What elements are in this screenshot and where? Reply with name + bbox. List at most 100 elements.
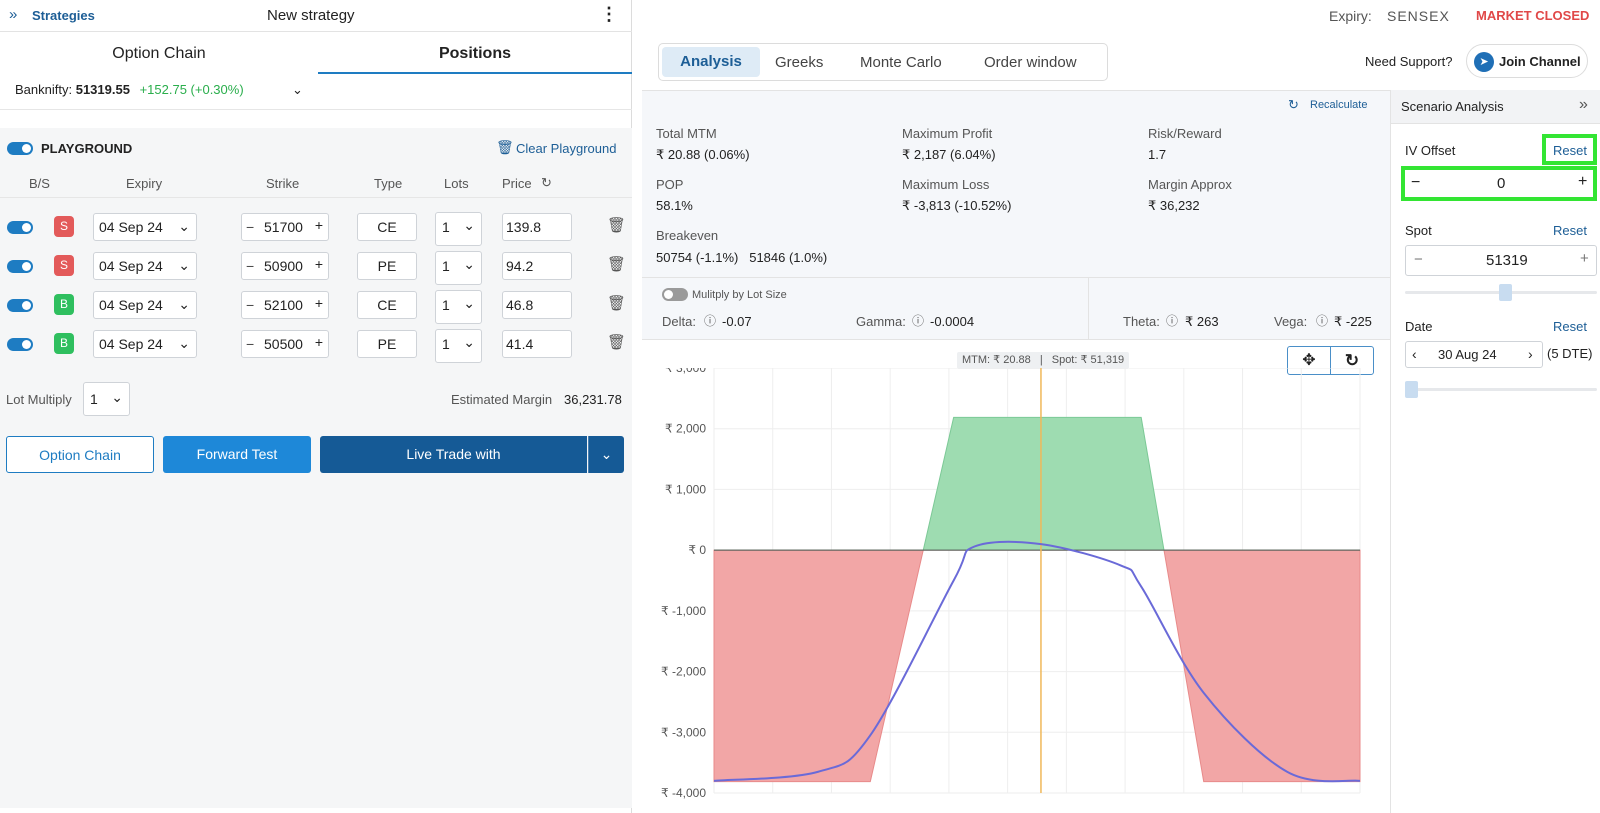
multiply-lot-size-toggle[interactable] xyxy=(662,288,688,301)
type-field[interactable]: CE xyxy=(357,213,417,241)
strategies-link[interactable]: Strategies xyxy=(32,8,95,23)
plus-icon[interactable]: + xyxy=(314,334,323,350)
side-badge[interactable]: S xyxy=(54,216,74,237)
lots-select[interactable]: 1 ⌄ xyxy=(435,329,482,363)
option-chain-button[interactable]: Option Chain xyxy=(6,436,154,473)
expiry-value[interactable]: SENSEX xyxy=(1387,8,1450,24)
iv-offset-stepper[interactable]: − 0 + xyxy=(1401,166,1597,201)
price-input[interactable]: 41.4 xyxy=(502,330,572,358)
expiry-select[interactable]: 04 Sep 24 ⌄ xyxy=(93,213,197,241)
leg-toggle[interactable] xyxy=(7,338,33,351)
side-badge[interactable]: B xyxy=(54,333,74,354)
info-icon[interactable]: ⓘ xyxy=(912,314,925,328)
chevron-down-icon: ⌄ xyxy=(463,295,475,311)
expiry-select[interactable]: 04 Sep 24 ⌄ xyxy=(93,291,197,319)
join-channel-button[interactable]: ➤ Join Channel xyxy=(1466,44,1588,78)
info-icon[interactable]: ⓘ xyxy=(1166,314,1179,328)
tab-positions[interactable]: Positions xyxy=(318,36,632,74)
iv-offset-reset-button[interactable]: Reset xyxy=(1553,143,1587,158)
tab-option-chain[interactable]: Option Chain xyxy=(112,45,206,62)
leg-toggle[interactable] xyxy=(7,299,33,312)
live-trade-button[interactable]: Live Trade with xyxy=(320,436,587,473)
info-icon[interactable]: ⓘ xyxy=(704,314,717,328)
trash-icon[interactable]: 🗑 xyxy=(607,217,627,234)
plus-icon[interactable]: + xyxy=(1578,173,1588,190)
price-input[interactable]: 46.8 xyxy=(502,291,572,319)
scenario-header xyxy=(1391,90,1600,124)
spot-reset-button[interactable]: Reset xyxy=(1553,223,1587,238)
trash-icon[interactable]: 🗑 xyxy=(607,295,627,312)
delta-value: -0.07 xyxy=(722,314,752,329)
minus-icon[interactable]: − xyxy=(246,219,255,235)
strike-stepper[interactable]: − 51700 + xyxy=(241,213,329,241)
type-field[interactable]: PE xyxy=(357,252,417,280)
price-input[interactable]: 139.8 xyxy=(502,213,572,241)
leg-toggle[interactable] xyxy=(7,260,33,273)
expiry-value: 04 Sep 24 xyxy=(99,336,163,352)
refresh-icon[interactable]: ↻ xyxy=(1288,97,1299,112)
index-change: +152.75 (+0.30%) xyxy=(139,82,244,97)
pan-icon[interactable]: ✥ xyxy=(1287,346,1331,375)
trash-icon[interactable]: 🗑 xyxy=(607,334,627,351)
forward-test-button[interactable]: Forward Test xyxy=(163,436,311,473)
more-menu-icon[interactable]: ⋮ xyxy=(600,4,618,24)
playground-label: PLAYGROUND xyxy=(41,141,133,156)
lots-select[interactable]: 1 ⌄ xyxy=(435,290,482,324)
minus-icon[interactable]: − xyxy=(1414,251,1423,268)
side-badge[interactable]: B xyxy=(54,294,74,315)
trash-icon[interactable]: 🗑 xyxy=(607,256,627,273)
playground-toggle[interactable] xyxy=(7,142,33,155)
spot-value: 51319 xyxy=(1486,252,1528,269)
lot-multiply-select[interactable]: 1 ⌄ xyxy=(83,382,130,416)
refresh-icon[interactable]: ↻ xyxy=(541,175,552,190)
chevron-down-icon[interactable]: ⌄ xyxy=(292,82,303,97)
type-field[interactable]: PE xyxy=(357,330,417,358)
plus-icon[interactable]: + xyxy=(314,295,323,311)
lots-select[interactable]: 1 ⌄ xyxy=(435,212,482,246)
info-icon[interactable]: ⓘ xyxy=(1316,314,1329,328)
tab-monte-carlo[interactable]: Monte Carlo xyxy=(860,54,942,71)
strike-stepper[interactable]: − 50500 + xyxy=(241,330,329,358)
strike-value: 50500 xyxy=(264,336,303,352)
minus-icon[interactable]: − xyxy=(246,258,255,274)
total-mtm-value: ₹ 20.88 (0.06%) xyxy=(656,147,750,162)
date-stepper[interactable]: ‹ 30 Aug 24 › xyxy=(1405,341,1543,368)
tab-analysis[interactable]: Analysis xyxy=(662,47,760,77)
type-field[interactable]: CE xyxy=(357,291,417,319)
expiry-select[interactable]: 04 Sep 24 ⌄ xyxy=(93,330,197,358)
plus-icon[interactable]: + xyxy=(314,256,323,272)
expiry-select[interactable]: 04 Sep 24 ⌄ xyxy=(93,252,197,280)
tab-greeks[interactable]: Greeks xyxy=(775,54,824,71)
minus-icon[interactable]: − xyxy=(1411,174,1421,191)
plus-icon[interactable]: + xyxy=(314,217,323,233)
chevron-down-icon[interactable]: ⌄ xyxy=(588,436,624,473)
minus-icon[interactable]: − xyxy=(246,297,255,313)
reset-zoom-icon[interactable]: ↻ xyxy=(1330,346,1374,375)
col-bs: B/S xyxy=(29,176,50,191)
lots-select[interactable]: 1 ⌄ xyxy=(435,251,482,285)
strike-stepper[interactable]: − 50900 + xyxy=(241,252,329,280)
chevron-double-right-icon[interactable]: » xyxy=(9,6,18,23)
side-badge[interactable]: S xyxy=(54,255,74,276)
recalculate-button[interactable]: Recalculate xyxy=(1310,99,1368,111)
chevron-double-right-icon[interactable]: » xyxy=(1579,96,1588,113)
date-reset-button[interactable]: Reset xyxy=(1553,319,1587,334)
chevron-left-icon[interactable]: ‹ xyxy=(1412,346,1417,362)
strike-stepper[interactable]: − 52100 + xyxy=(241,291,329,319)
chevron-right-icon[interactable]: › xyxy=(1528,346,1533,362)
leg-toggle[interactable] xyxy=(7,221,33,234)
tab-order-window[interactable]: Order window xyxy=(984,54,1077,71)
chart-mtm: MTM: ₹ 20.88 xyxy=(962,354,1031,366)
col-strike: Strike xyxy=(266,176,300,191)
price-input[interactable]: 94.2 xyxy=(502,252,572,280)
leg-row: B 04 Sep 24 ⌄ − 50500 + PE 1 ⌄ 41.4 🗑 xyxy=(0,329,632,363)
spot-stepper[interactable]: − 51319 + xyxy=(1405,245,1597,276)
spot-slider-handle[interactable] xyxy=(1499,284,1512,301)
plus-icon[interactable]: + xyxy=(1580,250,1589,267)
date-slider-track[interactable] xyxy=(1405,388,1597,391)
minus-icon[interactable]: − xyxy=(246,336,255,352)
trash-icon[interactable]: 🗑 xyxy=(496,139,514,155)
strategy-title[interactable]: New strategy xyxy=(267,7,355,24)
clear-playground-button[interactable]: Clear Playground xyxy=(516,141,617,156)
date-slider-handle[interactable] xyxy=(1405,381,1418,398)
